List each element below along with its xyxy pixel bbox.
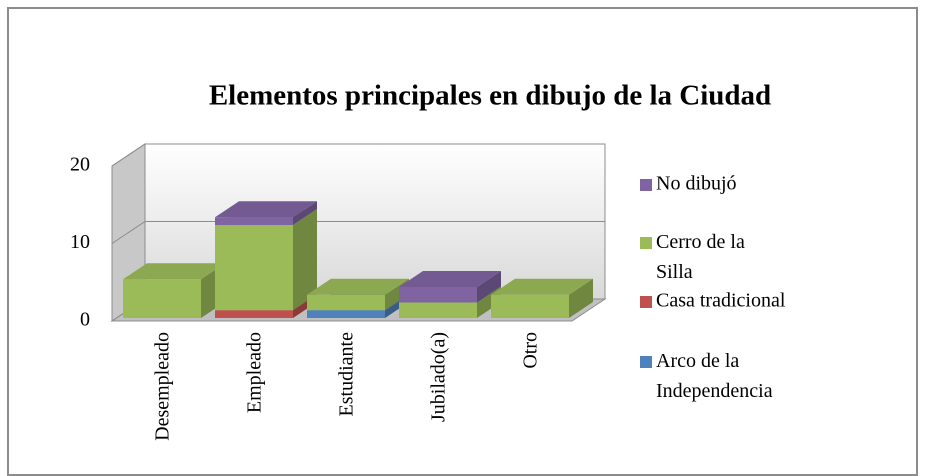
y-tick-label: 10 xyxy=(70,231,90,253)
bar-top xyxy=(399,271,501,287)
y-tick-label: 0 xyxy=(80,309,90,331)
legend-label: No dibujó xyxy=(656,173,737,195)
bar xyxy=(399,302,477,318)
legend-label-line: Silla xyxy=(656,261,693,283)
bar xyxy=(215,225,293,311)
x-tick-label: Empleado xyxy=(244,332,266,413)
bar xyxy=(307,310,385,318)
legend-label: Casa tradicional xyxy=(656,290,786,312)
grid-line xyxy=(111,143,605,167)
bar-side xyxy=(293,201,317,225)
legend-swatch xyxy=(640,237,652,249)
bar-side xyxy=(569,278,593,318)
bar xyxy=(491,294,569,318)
legend-label-line: Cerro de la xyxy=(656,231,750,253)
legend-label-line: Independencia xyxy=(656,380,773,402)
y-tick-label: 20 xyxy=(70,154,90,176)
x-tick-label: Otro xyxy=(520,332,542,369)
bar xyxy=(215,217,293,225)
bar-top xyxy=(307,278,409,295)
x-tick-label: Jubilado(a) xyxy=(428,332,450,422)
bar-side xyxy=(477,271,501,303)
legend-swatch xyxy=(640,356,652,368)
bar xyxy=(307,294,385,311)
legend-label: Cerro de la Silla xyxy=(656,231,750,283)
legend-label: Arco de la Independencia xyxy=(656,350,773,402)
bar-top xyxy=(491,278,593,295)
bar-top xyxy=(215,201,317,218)
bar-side xyxy=(293,209,317,311)
legend-label-line: Arco de la xyxy=(656,350,744,372)
grid-line xyxy=(111,221,605,244)
legend-swatch xyxy=(640,179,652,191)
bar xyxy=(399,287,477,303)
bar xyxy=(123,279,201,318)
x-tick-label: Desempleado xyxy=(152,332,174,441)
chart-title: Elementos principales en dibujo de la Ci… xyxy=(209,80,771,112)
bar xyxy=(215,310,293,318)
bar-top xyxy=(123,263,225,280)
x-tick-label: Estudiante xyxy=(336,332,358,417)
legend-swatch xyxy=(640,296,652,308)
